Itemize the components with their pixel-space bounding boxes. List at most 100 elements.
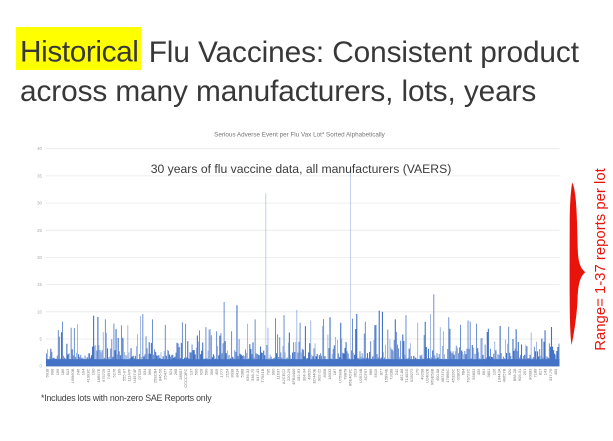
svg-text:A2CEC2: A2CEC2 <box>281 368 286 384</box>
svg-text:6018: 6018 <box>45 368 50 378</box>
svg-text:18657E: 18657E <box>96 368 101 382</box>
svg-text:07529: 07529 <box>137 368 142 380</box>
svg-text:U9960B: U9960B <box>70 368 75 383</box>
svg-text:182-63: 182-63 <box>296 368 301 381</box>
svg-text:5388: 5388 <box>240 368 245 378</box>
svg-text:366: 366 <box>147 368 152 375</box>
svg-text:4FB4400: 4FB4400 <box>291 368 296 385</box>
svg-text:35: 35 <box>37 173 42 178</box>
svg-text:590: 590 <box>194 368 199 375</box>
svg-text:Serious Adverse Event per Flu: Serious Adverse Event per Flu Vax Lot* S… <box>214 132 386 139</box>
svg-text:49657B: 49657B <box>502 368 507 382</box>
svg-text:920: 920 <box>507 368 512 375</box>
svg-text:U2402B: U2402B <box>425 368 430 383</box>
svg-text:*Includes lots with non-zero S: *Includes lots with non-zero SAE Reports… <box>41 393 212 403</box>
svg-text:3613: 3613 <box>353 368 358 378</box>
svg-text:400-08: 400-08 <box>435 368 440 381</box>
svg-text:73288: 73288 <box>389 368 394 380</box>
svg-text:86E4D3C: 86E4D3C <box>348 368 353 385</box>
svg-text:8038: 8038 <box>229 368 234 378</box>
svg-text:686: 686 <box>368 368 373 375</box>
svg-text:735: 735 <box>265 368 270 375</box>
svg-text:304-34: 304-34 <box>301 368 306 381</box>
svg-text:T0722C: T0722C <box>466 368 471 382</box>
svg-text:25EC84: 25EC84 <box>152 368 157 383</box>
svg-text:45326C: 45326C <box>450 368 455 382</box>
svg-text:T7551B: T7551B <box>260 368 265 382</box>
svg-text:028272: 028272 <box>409 368 414 382</box>
svg-text:990: 990 <box>271 368 276 375</box>
svg-text:338-75: 338-75 <box>250 368 255 381</box>
svg-text:30 years of flu vaccine data,: 30 years of flu vaccine data, all manufa… <box>151 162 452 176</box>
svg-text:877: 877 <box>378 368 383 375</box>
svg-text:928: 928 <box>199 368 204 375</box>
svg-text:539-33: 539-33 <box>245 368 250 381</box>
svg-text:49208: 49208 <box>420 368 425 380</box>
svg-text:220-29: 220-29 <box>286 368 291 381</box>
svg-text:18033: 18033 <box>327 368 332 380</box>
svg-text:25477: 25477 <box>163 368 168 380</box>
svg-text:684: 684 <box>461 368 466 375</box>
svg-text:8414: 8414 <box>235 368 240 378</box>
svg-text:15894E: 15894E <box>384 368 389 382</box>
svg-text:913: 913 <box>65 368 70 375</box>
svg-text:78878: 78878 <box>342 368 347 380</box>
svg-text:5: 5 <box>40 337 43 342</box>
svg-text:126: 126 <box>491 368 496 375</box>
svg-text:246: 246 <box>75 368 80 375</box>
svg-text:25: 25 <box>37 228 42 233</box>
svg-text:2154: 2154 <box>224 368 229 378</box>
svg-text:5515: 5515 <box>373 368 378 378</box>
svg-text:186: 186 <box>60 368 65 375</box>
svg-text:187: 187 <box>332 368 337 375</box>
svg-text:409: 409 <box>553 368 558 375</box>
svg-text:41993C: 41993C <box>86 368 91 382</box>
svg-text:555-97: 555-97 <box>122 368 127 381</box>
svg-text:396: 396 <box>209 368 214 375</box>
svg-text:170: 170 <box>414 368 419 375</box>
svg-text:459: 459 <box>214 368 219 375</box>
svg-text:T1402D: T1402D <box>404 368 409 382</box>
svg-text:U4974F: U4974F <box>132 368 137 383</box>
svg-text:CCCC3FC: CCCC3FC <box>183 369 188 388</box>
svg-text:7188: 7188 <box>533 368 538 378</box>
svg-text:817: 817 <box>538 368 543 375</box>
svg-text:590: 590 <box>204 368 209 375</box>
svg-text:80083: 80083 <box>527 368 532 380</box>
svg-text:48620: 48620 <box>307 368 312 380</box>
svg-text:268: 268 <box>173 368 178 375</box>
svg-text:Range= 1-37 reports per lot: Range= 1-37 reports per lot <box>593 167 609 350</box>
svg-text:U2524B: U2524B <box>358 368 363 383</box>
svg-text:5276: 5276 <box>111 368 116 378</box>
svg-text:846-56: 846-56 <box>158 368 163 381</box>
svg-text:8058: 8058 <box>322 368 327 378</box>
svg-text:190: 190 <box>91 368 96 375</box>
svg-text:462-88: 462-88 <box>399 368 404 381</box>
svg-text:435: 435 <box>476 368 481 375</box>
svg-text:48737A: 48737A <box>440 368 445 382</box>
svg-text:137: 137 <box>188 368 193 375</box>
svg-text:1777: 1777 <box>219 368 224 378</box>
svg-text:194: 194 <box>81 368 86 375</box>
svg-text:10: 10 <box>37 309 42 314</box>
svg-text:ED440E: ED440E <box>312 368 317 383</box>
svg-text:17868C: 17868C <box>445 368 450 382</box>
svg-text:166: 166 <box>55 368 60 375</box>
svg-text:909-31: 909-31 <box>517 368 522 381</box>
svg-text:975729: 975729 <box>101 368 106 382</box>
svg-text:55853: 55853 <box>471 368 476 380</box>
svg-text:15: 15 <box>37 282 42 287</box>
svg-text:0: 0 <box>40 364 43 369</box>
svg-text:034: 034 <box>142 368 147 375</box>
svg-text:969E58B: 969E58B <box>430 368 435 385</box>
svg-text:251: 251 <box>522 368 527 375</box>
svg-text:028D5: 028D5 <box>455 368 460 381</box>
svg-text:242: 242 <box>394 368 399 375</box>
svg-text:74911: 74911 <box>106 368 111 380</box>
svg-text:3801: 3801 <box>486 368 491 378</box>
svg-text:10443A: 10443A <box>497 368 502 382</box>
svg-text:3CF57: 3CF57 <box>363 368 368 381</box>
svg-text:143: 143 <box>543 368 548 375</box>
svg-text:20: 20 <box>37 255 42 260</box>
svg-text:11147F: 11147F <box>127 368 132 382</box>
